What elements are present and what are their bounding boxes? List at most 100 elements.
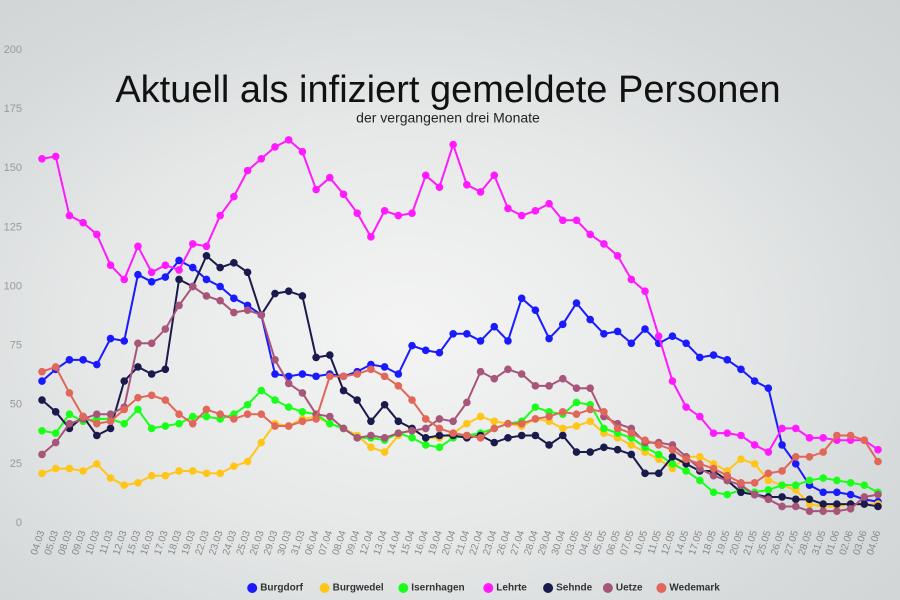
marker [764, 384, 773, 392]
marker [764, 495, 773, 504]
marker [175, 419, 183, 428]
marker [380, 372, 389, 381]
marker [627, 441, 636, 449]
marker [312, 185, 320, 194]
marker [134, 339, 142, 348]
marker [435, 415, 444, 423]
marker [476, 434, 485, 442]
y-tick-label: 100 [4, 280, 22, 292]
marker [93, 431, 101, 440]
marker [874, 490, 882, 499]
marker [51, 464, 60, 473]
marker [750, 460, 759, 468]
legend-label: Isernhagen [411, 583, 464, 594]
marker [654, 441, 663, 449]
marker [517, 211, 526, 220]
marker [490, 438, 499, 447]
marker [531, 207, 540, 215]
marker [312, 353, 320, 362]
marker [545, 441, 553, 449]
marker [65, 211, 74, 220]
marker [627, 450, 636, 459]
marker [709, 464, 718, 473]
marker [93, 419, 101, 428]
marker [723, 471, 732, 480]
marker [271, 370, 279, 378]
marker [709, 488, 718, 497]
marker [490, 424, 499, 433]
marker [764, 469, 773, 478]
marker [38, 426, 46, 435]
marker [819, 500, 827, 508]
legend-marker [319, 583, 330, 593]
marker [833, 507, 841, 515]
marker [600, 443, 608, 452]
legend-marker [543, 583, 554, 593]
marker [435, 183, 444, 191]
marker [600, 408, 608, 416]
legend-marker [483, 583, 494, 593]
marker [449, 429, 457, 437]
marker [833, 476, 841, 485]
marker [805, 476, 814, 485]
marker [449, 330, 457, 338]
marker [791, 460, 800, 468]
marker [38, 469, 46, 478]
marker [188, 240, 197, 248]
marker [147, 339, 156, 348]
marker [257, 154, 266, 163]
marker [188, 263, 197, 272]
marker [449, 417, 457, 426]
marker [846, 478, 855, 487]
marker [490, 417, 499, 426]
marker [723, 490, 732, 499]
marker [339, 386, 348, 395]
marker [860, 481, 869, 489]
marker [586, 405, 594, 414]
marker [778, 424, 786, 433]
marker [682, 455, 690, 463]
marker [600, 330, 608, 338]
marker [38, 367, 46, 376]
marker [93, 230, 101, 239]
marker [326, 173, 334, 182]
legend-marker [398, 583, 409, 593]
marker [572, 410, 581, 419]
marker [298, 292, 307, 300]
marker [353, 396, 362, 404]
marker [572, 398, 581, 407]
marker [120, 481, 129, 489]
marker [339, 372, 348, 381]
marker [737, 431, 745, 440]
marker [51, 438, 60, 447]
line [41, 138, 879, 454]
marker [846, 490, 855, 499]
marker [65, 464, 74, 473]
marker [696, 476, 704, 485]
marker [737, 488, 745, 497]
marker [558, 374, 567, 383]
marker [421, 171, 430, 180]
marker [709, 351, 718, 359]
marker [106, 410, 115, 419]
marker [38, 154, 46, 163]
marker [230, 308, 238, 317]
marker [791, 424, 800, 433]
marker [243, 166, 252, 175]
y-tick-label: 25 [10, 458, 22, 470]
marker [463, 419, 471, 428]
y-tick-label: 50 [10, 399, 22, 411]
marker [106, 424, 115, 433]
marker [463, 398, 471, 407]
marker [504, 434, 512, 442]
marker [380, 207, 389, 215]
marker [51, 408, 60, 416]
marker [435, 348, 444, 357]
marker [134, 270, 142, 279]
marker [476, 367, 485, 376]
y-tick-label: 175 [4, 103, 22, 115]
marker [243, 306, 252, 314]
marker [161, 365, 170, 374]
marker [284, 379, 293, 388]
